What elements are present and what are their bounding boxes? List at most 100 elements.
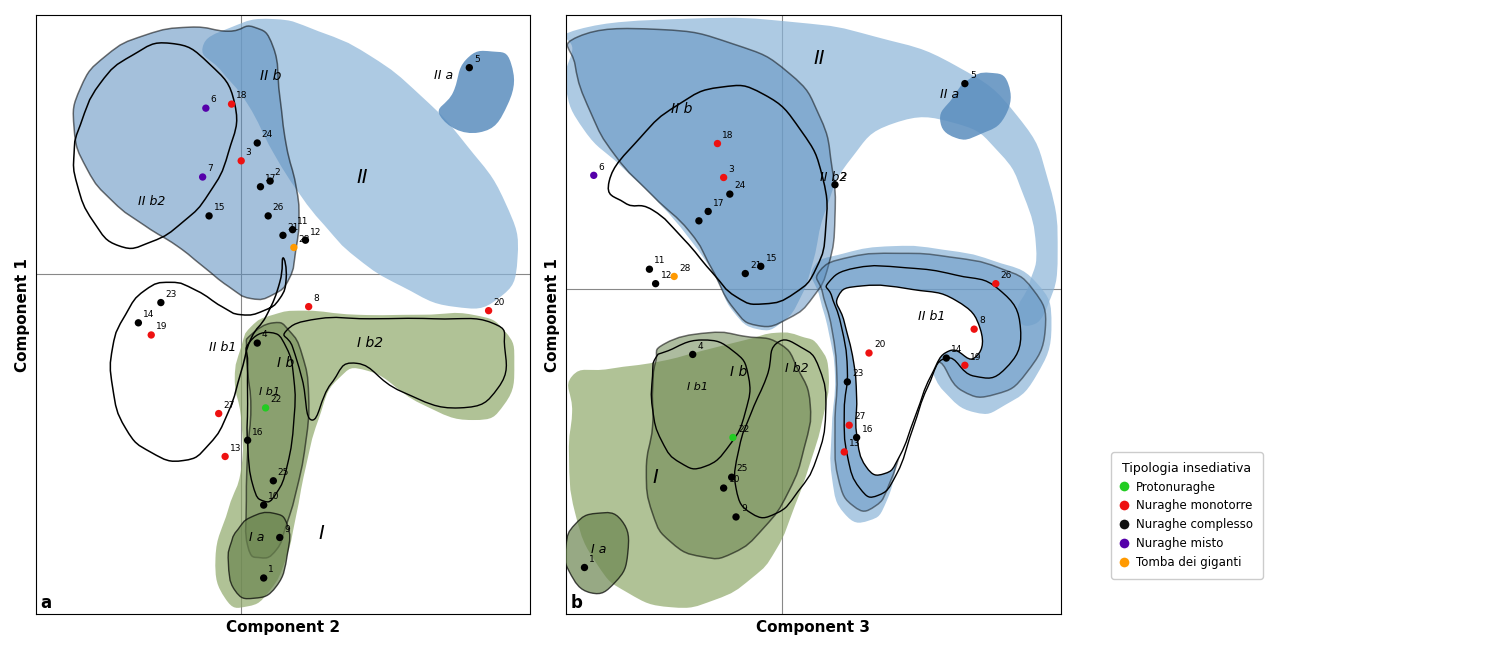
Point xyxy=(686,216,710,226)
Text: II a: II a xyxy=(434,70,454,83)
PathPatch shape xyxy=(215,311,515,608)
Point xyxy=(236,435,260,445)
Point xyxy=(267,532,291,543)
Text: 16: 16 xyxy=(252,428,264,437)
Text: 20: 20 xyxy=(874,340,885,349)
Point xyxy=(719,472,743,482)
Point xyxy=(637,264,661,274)
Text: 14: 14 xyxy=(143,310,154,319)
Point xyxy=(297,302,321,312)
PathPatch shape xyxy=(246,322,309,558)
Text: 10: 10 xyxy=(269,493,279,501)
Text: 3: 3 xyxy=(728,164,734,174)
Point xyxy=(139,330,163,340)
Text: 20: 20 xyxy=(492,298,504,307)
Point xyxy=(934,353,958,363)
Text: II: II xyxy=(357,168,369,187)
Point xyxy=(749,261,773,272)
Text: I b1: I b1 xyxy=(260,387,280,396)
Point xyxy=(127,318,151,328)
Text: I b: I b xyxy=(730,365,747,380)
Point xyxy=(983,278,1007,289)
Text: 4: 4 xyxy=(698,342,703,350)
Point xyxy=(252,500,276,510)
Text: 2: 2 xyxy=(840,172,846,181)
Point xyxy=(191,172,215,182)
Text: 16: 16 xyxy=(861,424,873,434)
Point xyxy=(643,278,667,289)
Text: I b2: I b2 xyxy=(357,336,383,350)
Y-axis label: Component 1: Component 1 xyxy=(546,258,561,372)
PathPatch shape xyxy=(837,285,983,475)
Point xyxy=(662,271,686,281)
Text: 26: 26 xyxy=(273,203,283,212)
Point xyxy=(257,211,280,221)
PathPatch shape xyxy=(203,19,518,309)
Text: I: I xyxy=(652,468,658,487)
Text: I a: I a xyxy=(249,531,264,544)
Point xyxy=(219,99,243,109)
Text: 21: 21 xyxy=(750,261,761,270)
Text: 1: 1 xyxy=(269,566,275,575)
Point xyxy=(712,483,736,493)
Text: 6: 6 xyxy=(210,96,216,105)
Point xyxy=(258,176,282,187)
Point xyxy=(197,211,221,221)
Text: 13: 13 xyxy=(230,444,242,453)
Point xyxy=(833,447,856,457)
Text: 18: 18 xyxy=(722,131,734,140)
Point xyxy=(245,138,269,148)
Y-axis label: Component 1: Component 1 xyxy=(15,258,30,372)
Text: 9: 9 xyxy=(285,525,289,534)
Text: 7: 7 xyxy=(704,208,710,217)
Text: II b1: II b1 xyxy=(919,311,946,324)
Text: II b1: II b1 xyxy=(209,341,236,354)
Text: 23: 23 xyxy=(166,290,176,299)
Point xyxy=(582,170,606,181)
Point xyxy=(962,324,986,334)
Text: 26: 26 xyxy=(1001,271,1012,280)
Text: I a: I a xyxy=(591,543,606,556)
Text: a: a xyxy=(40,595,52,612)
Point xyxy=(734,268,758,279)
Text: 12: 12 xyxy=(661,271,671,280)
Text: 3: 3 xyxy=(246,148,252,157)
Text: 28: 28 xyxy=(298,235,310,244)
Point xyxy=(824,179,847,190)
Text: 24: 24 xyxy=(261,130,273,139)
Text: b: b xyxy=(571,595,583,612)
Text: I b2: I b2 xyxy=(785,363,809,376)
Point xyxy=(718,189,742,200)
Point xyxy=(953,360,977,370)
Point xyxy=(213,451,237,462)
Text: 19: 19 xyxy=(970,352,982,361)
X-axis label: Component 3: Component 3 xyxy=(756,620,870,635)
Text: 2: 2 xyxy=(275,168,280,177)
Point xyxy=(207,408,231,419)
Text: 19: 19 xyxy=(155,322,167,332)
Text: 4: 4 xyxy=(261,330,267,339)
Text: 24: 24 xyxy=(734,181,746,190)
Text: II b2: II b2 xyxy=(139,195,166,208)
Point xyxy=(230,155,254,166)
Point xyxy=(844,432,868,443)
Text: 22: 22 xyxy=(270,395,282,404)
PathPatch shape xyxy=(228,512,289,599)
Legend: Protonuraghe, Nuraghe monotorre, Nuraghe complesso, Nuraghe misto, Tomba dei gig: Protonuraghe, Nuraghe monotorre, Nuraghe… xyxy=(1112,452,1262,578)
Point xyxy=(261,476,285,486)
Point xyxy=(245,338,269,348)
Point xyxy=(856,348,880,358)
PathPatch shape xyxy=(568,332,830,608)
Text: 9: 9 xyxy=(742,504,746,513)
Text: 22: 22 xyxy=(739,424,749,434)
Point xyxy=(712,172,736,183)
PathPatch shape xyxy=(816,254,1046,511)
Point xyxy=(721,432,745,443)
Text: 13: 13 xyxy=(849,439,861,448)
Text: 21: 21 xyxy=(288,223,298,231)
Point xyxy=(254,403,278,413)
Text: 27: 27 xyxy=(224,401,234,410)
Point xyxy=(282,242,306,253)
Text: II b: II b xyxy=(261,69,282,83)
Text: 18: 18 xyxy=(236,92,248,101)
